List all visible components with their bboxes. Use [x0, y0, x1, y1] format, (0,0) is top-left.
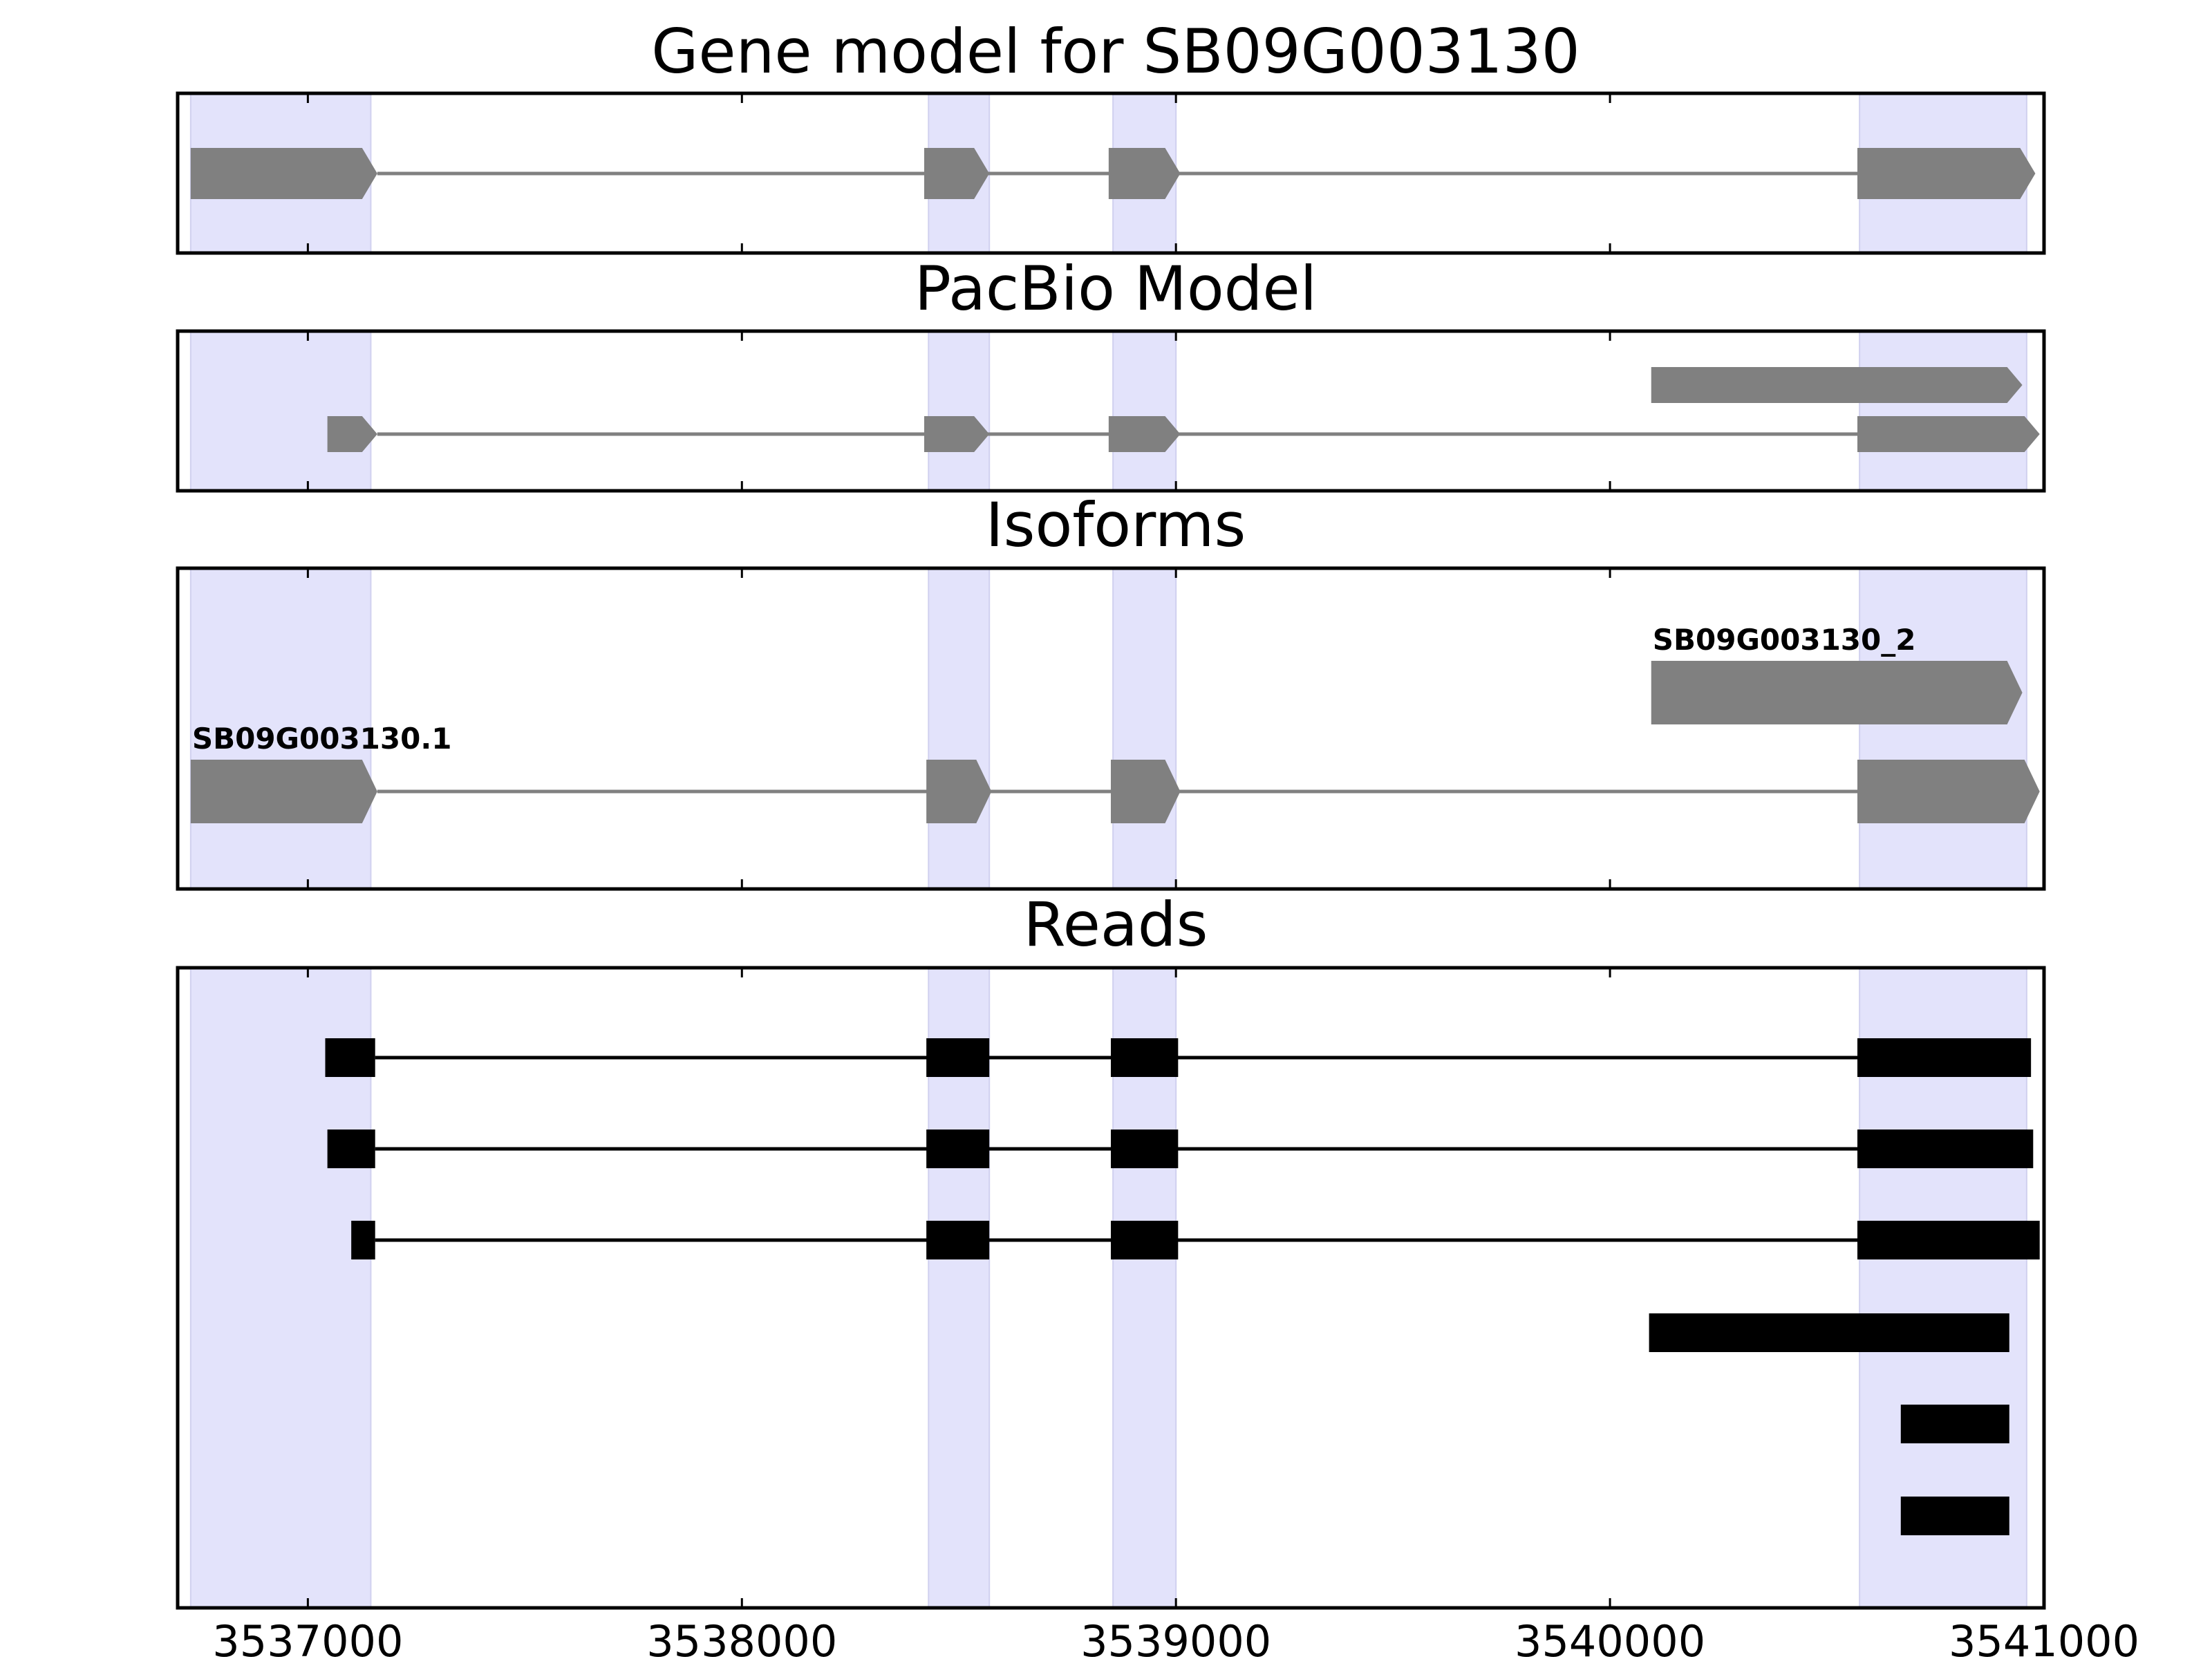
- exon-highlight-band: [1112, 568, 1177, 890]
- panel-title-reads: Reads: [1024, 889, 1208, 960]
- exon-arrow: [1108, 148, 1181, 199]
- exon-arrow: [924, 148, 990, 199]
- exon-arrow: [1857, 416, 2040, 452]
- read-exon-block: [351, 1221, 375, 1259]
- axes-frame: [176, 329, 2046, 493]
- plot-area-isoforms: SB09G003130_2 SB09G003130.1: [176, 566, 2046, 891]
- read-exon-block: [1900, 1497, 2009, 1535]
- exon-arrow: [1111, 760, 1181, 823]
- read-exon-block: [926, 1221, 990, 1259]
- exon-highlight-band: [928, 330, 991, 491]
- panel-title-pacbio-model: PacBio Model: [915, 253, 1317, 324]
- panel-title-gene-model: Gene model for SB09G003130: [651, 16, 1580, 87]
- exon-highlight-band: [1859, 330, 2027, 491]
- read-exon-block: [325, 1038, 375, 1077]
- read-exon-block: [1900, 1405, 2009, 1443]
- x-tick-label: 3537000: [212, 1616, 403, 1659]
- exon-arrow: [190, 148, 377, 199]
- read-exon-block: [1111, 1221, 1179, 1259]
- exon-highlight-band: [189, 568, 372, 890]
- read-exon-block: [926, 1038, 990, 1077]
- axes-frame: [176, 91, 2046, 255]
- exon-arrow: [926, 760, 992, 823]
- exon-arrow: [924, 416, 990, 452]
- read-exon-block: [1857, 1221, 2040, 1259]
- isoform-label: SB09G003130_2: [1653, 623, 1916, 657]
- read-exon-block: [1857, 1038, 2032, 1077]
- read-exon-block: [327, 1130, 375, 1168]
- read-exon-block: [926, 1130, 990, 1168]
- exon-arrow: [1108, 416, 1181, 452]
- exon-arrow: [190, 760, 377, 823]
- read-exon-block: [1649, 1313, 2009, 1352]
- x-tick-label: 3540000: [1515, 1616, 1705, 1659]
- panel-reads: Reads 3537000 3538000 3539000 3540000 354100…: [176, 889, 2139, 1659]
- exon-highlight-band: [189, 330, 372, 491]
- x-tick-label: 3538000: [646, 1616, 837, 1659]
- exon-highlight-band: [1112, 330, 1177, 491]
- isoform-label: SB09G003130.1: [192, 722, 452, 756]
- exon-arrow: [1651, 367, 2023, 403]
- exon-arrow: [1651, 661, 2023, 724]
- x-tick-label: 3541000: [1949, 1616, 2139, 1659]
- exon-arrow: [1857, 148, 2036, 199]
- axes-frame: [176, 966, 2046, 1610]
- panel-gene-model: Gene model for SB09G003130: [176, 16, 2046, 255]
- read-exon-block: [1111, 1130, 1179, 1168]
- panel-pacbio-model: PacBio Model: [176, 253, 2046, 493]
- exon-arrow: [327, 416, 377, 452]
- read-exon-block: [1111, 1038, 1179, 1077]
- exon-highlight-band: [1859, 568, 2027, 890]
- panel-title-isoforms: Isoforms: [986, 489, 1246, 561]
- plot-area-reads: 3537000 3538000 3539000 3540000 3541000: [176, 966, 2139, 1659]
- panel-isoforms: Isoforms SB09G003130_2 SB09G003130.1: [176, 489, 2046, 891]
- read-exon-block: [1857, 1130, 2034, 1168]
- x-tick-label: 3539000: [1080, 1616, 1271, 1659]
- axes-frame: [176, 566, 2046, 891]
- exon-arrow: [1857, 760, 2040, 823]
- plot-area-pacbio-model: [176, 329, 2046, 493]
- plot-area-gene-model: [176, 91, 2046, 255]
- exon-highlight-band: [928, 568, 991, 890]
